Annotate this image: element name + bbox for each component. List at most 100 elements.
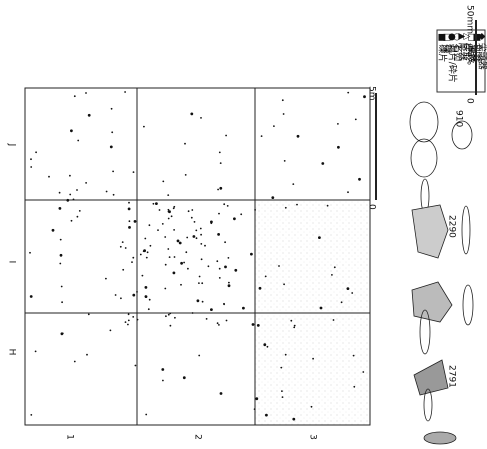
artifact-point [173,272,176,275]
artifact-point [88,314,90,316]
artifact-point [327,205,329,207]
artifact-point [35,151,37,153]
artifact-point [223,203,225,205]
column-label: J [7,143,17,147]
artifact-point [111,108,113,110]
artifact-point [144,238,146,240]
artifact-point [137,319,139,321]
artifact-point [208,265,210,267]
artifact-point [120,246,122,248]
artifact-point [250,253,253,256]
artifact-point [311,406,313,408]
artifact-point [320,307,323,310]
artifact-point [201,282,203,284]
artifact-point [220,162,222,164]
scale-length: 5m [367,86,377,101]
artifact-point [157,229,159,231]
artifact-point [318,236,321,239]
artifact-point [128,202,130,204]
artifact-point [174,317,176,319]
specimen-number: 910 [454,110,464,127]
artifact-point [362,371,364,373]
artifact-point [282,99,284,101]
artifact-point [337,123,339,125]
artifact-point [133,171,135,173]
artifact-point [292,418,295,421]
artifact-point [347,191,349,193]
artifact-point [219,152,221,154]
artifact-point [105,278,107,280]
artifact-point [180,284,182,286]
artifact-point [147,251,149,253]
artifact-point [219,277,221,279]
artifact-point [132,257,134,259]
artifact-point [280,367,282,369]
artifact-point [66,199,69,202]
artifact-point [193,235,196,238]
artifact-point [263,343,266,346]
artifact-point [148,308,150,310]
artifact-point [284,160,286,162]
row-label: 3 [308,434,318,440]
artifact-point [355,119,357,121]
artifact-point [206,318,208,320]
artifact-point [165,264,167,266]
artifact-point [128,320,130,322]
artifact-point [62,333,64,335]
artifact-scale-ratio: 40% [465,45,475,65]
artifact-point [61,301,63,303]
artifact-point [347,92,349,94]
artifact-point [191,209,193,211]
artifact-point [185,174,187,176]
artifact-point [191,217,193,219]
artifact-point [254,209,256,211]
artifact-drawings [410,102,473,444]
artifact-point [170,325,172,327]
artifact-point [146,257,148,259]
artifact-point [252,323,255,326]
artifact-point [204,245,206,247]
artifact-point [122,241,124,243]
artifact-point [257,324,260,327]
artifact-point [200,234,202,236]
artifact-point [85,182,87,184]
artifact-point [225,135,227,137]
artifact-point [59,207,62,210]
artifact-point [196,237,198,239]
artifact-point [135,365,137,367]
artifact-point [48,176,50,178]
artifact-point [120,297,122,299]
artifact-point [341,301,343,303]
specimen-number: 2290 [447,215,457,238]
artifact-point [129,220,131,222]
artifact-point [59,192,61,194]
artifact-point [70,129,73,132]
artifact-point [161,368,164,371]
artifact-point [153,203,155,205]
column-label: I [7,261,17,264]
artifact-point [184,143,186,145]
artifact-point [296,204,298,206]
artifact-point [131,261,133,263]
artifact-point [125,247,127,249]
artifact-point [224,266,227,269]
artifact-point [192,312,194,314]
artifact-point [173,207,175,209]
artifact-point [115,294,117,296]
artifact-point [202,301,204,303]
artifact-point [194,221,196,223]
artifact-point [337,146,340,149]
artifact-point [79,210,81,212]
artifact-point [128,226,131,229]
artifact-point [52,229,55,232]
artifact-point [145,286,148,289]
artifact-point [35,351,37,353]
artifact-point [74,95,76,97]
artifact-point [198,355,200,357]
artifact-point [168,218,170,220]
artifact-point [363,95,366,98]
artifact-point [292,183,294,185]
artifact-point [149,299,151,301]
artifact-point [321,162,324,165]
artifact-scale-length: 50mm [465,5,475,34]
